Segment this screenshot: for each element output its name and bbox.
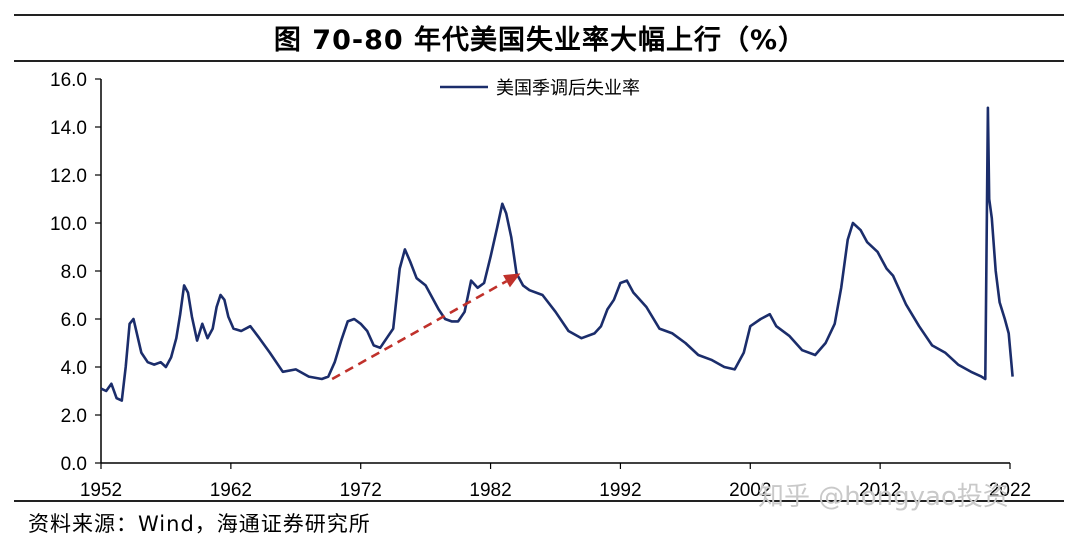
x-tick-label: 1962 — [210, 480, 252, 500]
y-axis: 0.0 2.0 4.0 6.0 8.0 10.0 12.0 14.0 16.0 — [50, 70, 102, 475]
y-tick-label: 6.0 — [61, 310, 87, 331]
y-tick-label: 2.0 — [61, 406, 87, 427]
series-layer — [100, 106, 1014, 402]
y-tick-label: 16.0 — [50, 70, 87, 91]
y-tick-label: 0.0 — [61, 454, 87, 475]
y-tick-label: 10.0 — [50, 214, 87, 235]
y-tick-label: 14.0 — [50, 118, 87, 139]
x-tick-label: 1972 — [340, 480, 382, 500]
x-tick-label: 1992 — [599, 480, 641, 500]
x-tick-label: 1982 — [469, 480, 511, 500]
annotation-layer — [331, 273, 521, 381]
title-rule — [14, 60, 1064, 62]
series-line-unemployment — [100, 106, 1014, 402]
top-rule — [14, 14, 1064, 16]
source-note: 资料来源：Wind，海通证券研究所 — [28, 512, 371, 536]
trend-arrow-head — [503, 273, 521, 288]
legend: 美国季调后失业率 — [440, 78, 640, 99]
y-tick-label: 4.0 — [61, 358, 87, 379]
bottom-rule — [14, 500, 1064, 502]
x-tick-label: 2022 — [989, 480, 1031, 500]
x-tick-label: 2012 — [859, 480, 901, 500]
x-axis: 1952 1962 1972 1982 1992 2002 2012 2022 — [80, 462, 1031, 500]
chart-canvas: 0.0 2.0 4.0 6.0 8.0 10.0 12.0 14.0 16.0 1952 1962… — [50, 70, 1031, 500]
y-tick-label: 12.0 — [50, 166, 87, 187]
x-tick-label: 1952 — [80, 480, 122, 500]
watermark: 知乎 @hongyao投资 — [758, 482, 1009, 512]
trend-arrow-line — [331, 280, 508, 381]
legend-label: 美国季调后失业率 — [496, 78, 640, 99]
chart-title: 图 70-80 年代美国失业率大幅上行（%） — [273, 25, 807, 56]
y-tick-label: 8.0 — [61, 262, 87, 283]
x-tick-label: 2002 — [729, 480, 771, 500]
